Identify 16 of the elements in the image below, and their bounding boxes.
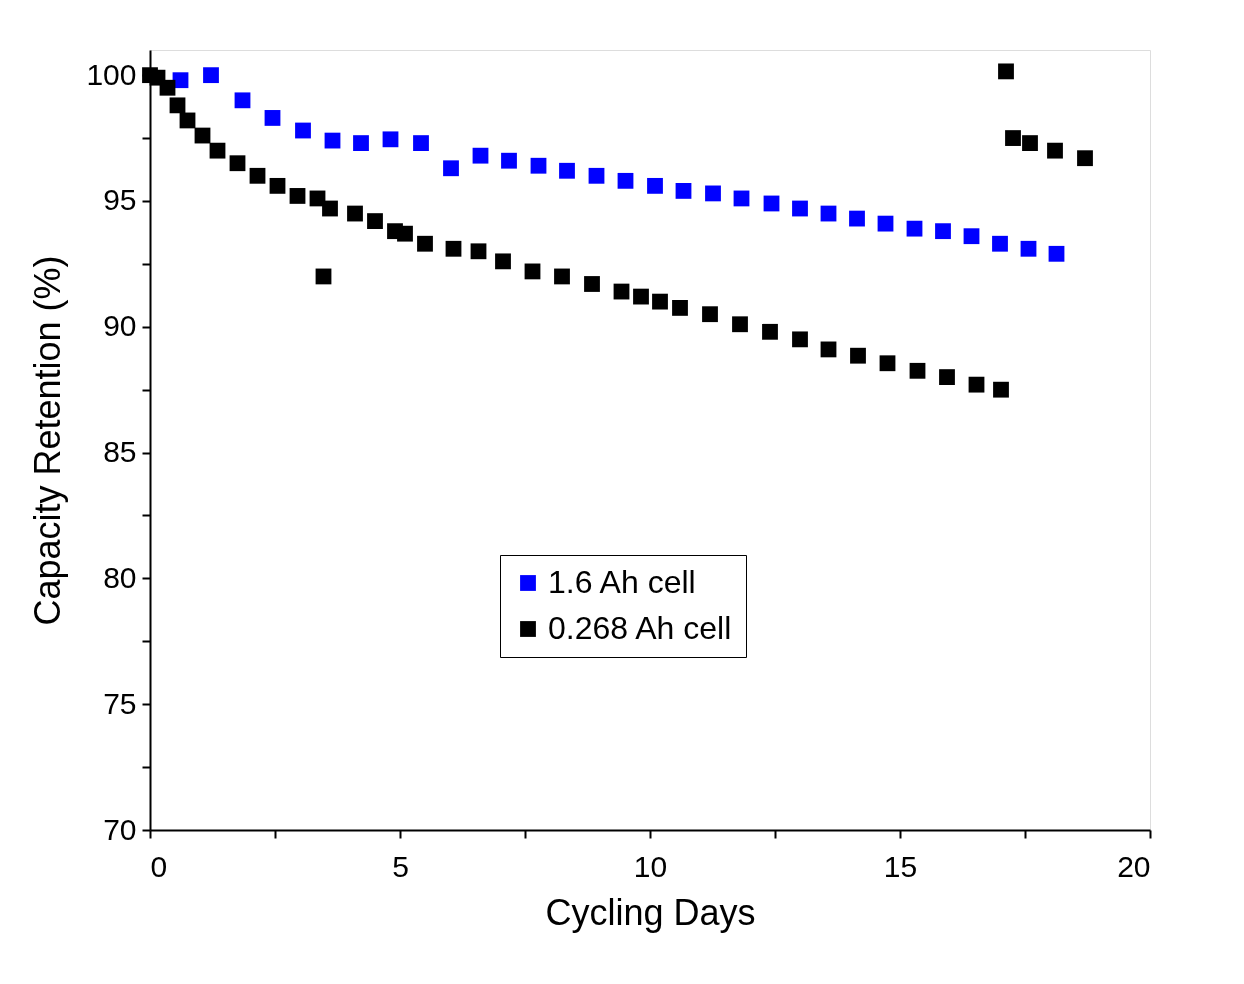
- y-tick-label: 100: [86, 57, 137, 91]
- y-tick-label: 75: [103, 686, 137, 720]
- y-axis-title: Capacity Retention (%): [27, 255, 69, 626]
- legend-label: 0.268 Ah cell: [548, 610, 732, 646]
- y-tick-label: 90: [103, 309, 137, 343]
- y-tick-label: 85: [103, 435, 137, 469]
- y-tick-label: 95: [103, 183, 137, 217]
- x-tick-label: 15: [883, 849, 918, 883]
- legend-label: 1.6 Ah cell: [548, 564, 696, 600]
- x-tick-label: 5: [392, 849, 409, 883]
- y-tick-label: 80: [103, 560, 137, 594]
- x-tick-label: 0: [150, 849, 168, 883]
- x-tick-label: 20: [1117, 849, 1151, 883]
- x-axis-title: Cycling Days: [545, 891, 756, 933]
- x-tick-label: 10: [633, 849, 668, 883]
- y-tick-label: 70: [103, 812, 137, 846]
